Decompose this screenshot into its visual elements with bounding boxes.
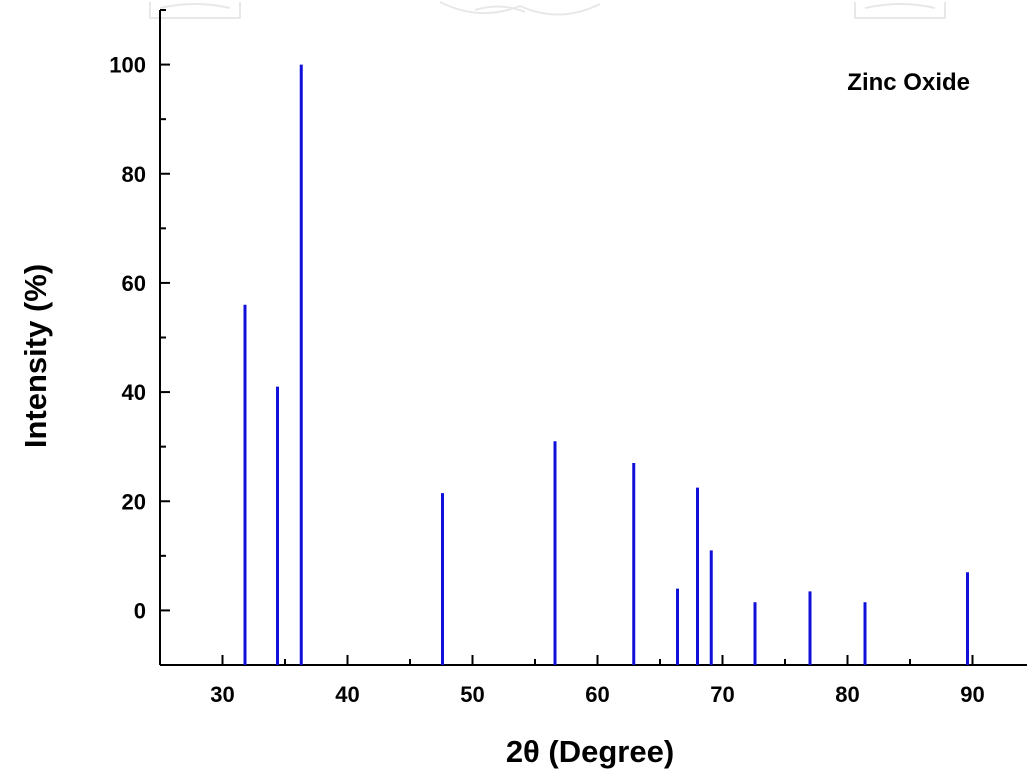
y-tick-label: 60 bbox=[122, 271, 146, 296]
x-tick-label: 50 bbox=[460, 682, 484, 707]
y-axis-title: Intensity (%) bbox=[18, 264, 53, 448]
y-tick-label: 0 bbox=[134, 598, 146, 623]
chart-annotation: Zinc Oxide bbox=[847, 69, 970, 96]
y-tick-label: 20 bbox=[122, 489, 146, 514]
x-ticks: 30 40 50 60 70 80 90 bbox=[159, 655, 985, 707]
x-axis-title: 2θ (Degree) bbox=[506, 734, 674, 769]
watermark bbox=[149, 1, 946, 19]
y-tick-label: 80 bbox=[122, 162, 146, 187]
x-tick-label: 80 bbox=[835, 682, 859, 707]
y-tick-label: 100 bbox=[109, 53, 146, 78]
y-ticks: 0 20 40 60 80 100 bbox=[109, 9, 170, 666]
x-tick-label: 90 bbox=[960, 682, 984, 707]
peak-bars bbox=[243, 64, 969, 665]
x-tick-label: 30 bbox=[210, 682, 234, 707]
plot-area: 0 20 40 60 80 100 30 40 50 60 70 80 90 bbox=[109, 9, 1027, 707]
x-tick-label: 60 bbox=[585, 682, 609, 707]
y-tick-label: 40 bbox=[122, 380, 146, 405]
x-tick-label: 70 bbox=[710, 682, 734, 707]
x-tick-label: 40 bbox=[335, 682, 359, 707]
